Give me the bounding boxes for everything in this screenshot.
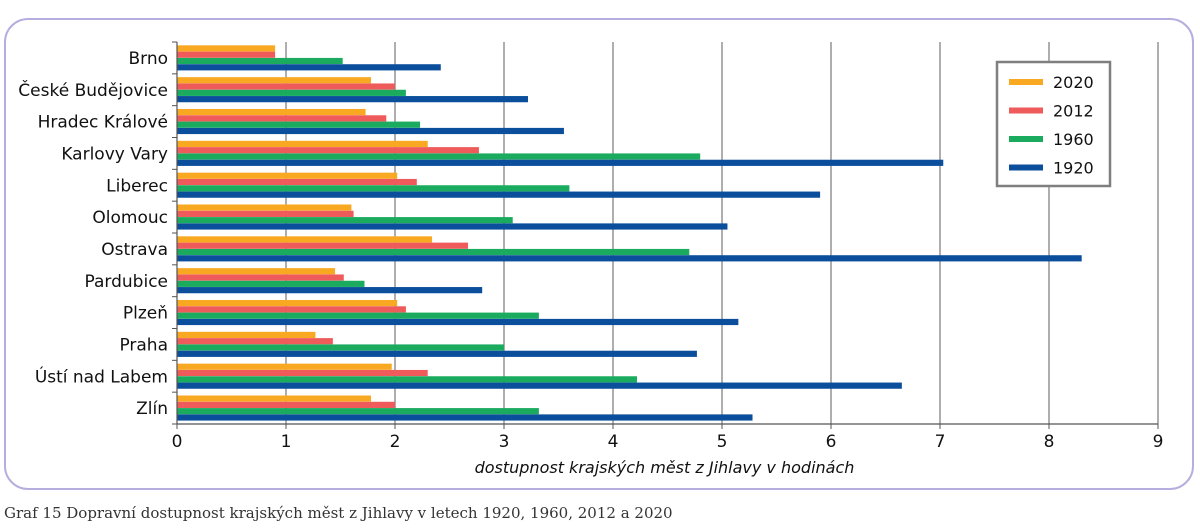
bar-2020-11: [177, 363, 392, 370]
legend-items: 2020 2012 1960 1920: [1009, 73, 1094, 178]
bar-2012-1: [177, 51, 276, 58]
bar-2020-10: [177, 331, 316, 339]
bar-1920-2: [177, 96, 528, 103]
legend-label-1960: 1960: [1053, 130, 1094, 149]
category-label: České Budějovice: [18, 79, 168, 101]
legend-swatch-1960: [1009, 136, 1043, 142]
bar-1960-7: [177, 248, 690, 256]
bar-1920-4: [177, 159, 944, 166]
category-labels: Brno České Budějovice Hradec Králové Karlov…: [18, 49, 168, 419]
bar-1920-3: [177, 127, 564, 135]
bar-1920-12: [177, 414, 753, 421]
bar-1920-8: [177, 287, 483, 294]
bar-1960-2: [177, 89, 406, 96]
x-tick-label: 6: [826, 432, 837, 452]
bar-2012-11: [177, 369, 428, 377]
bar-1920-9: [177, 318, 739, 326]
x-tick-label: 3: [499, 432, 510, 452]
bar-2012-2: [177, 83, 395, 90]
x-tick-label: 9: [1153, 432, 1164, 452]
category-label: Praha: [119, 335, 168, 355]
category-label: Liberec: [106, 176, 168, 196]
bar-2012-3: [177, 115, 387, 122]
legend-swatch-2012: [1009, 107, 1043, 114]
bar-1920-1: [177, 64, 441, 71]
bar-2020-7: [177, 236, 433, 243]
bar-2020-2: [177, 77, 372, 84]
bar-2020-12: [177, 395, 372, 402]
x-tick-labels: 0 1 2 3 4 5 6 7 8 9: [172, 41, 1164, 452]
legend-label-2020: 2020: [1053, 73, 1094, 92]
bar-2012-9: [177, 306, 406, 313]
bar-2012-7: [177, 242, 469, 249]
bar-1960-4: [177, 153, 701, 160]
bar-2012-10: [177, 338, 333, 345]
bar-2020-3: [177, 108, 366, 116]
bar-2020-8: [177, 268, 336, 275]
bar-2020-1: [177, 45, 276, 52]
bar-1920-6: [177, 223, 728, 230]
bar-1920-7: [177, 255, 1082, 262]
bar-2012-8: [177, 274, 344, 281]
bars: [177, 45, 1082, 421]
bar-1920-10: [177, 350, 697, 357]
bar-1960-12: [177, 408, 539, 415]
category-label: Pardubice: [85, 272, 168, 292]
x-tick-label: 1: [281, 432, 292, 452]
bar-1960-5: [177, 185, 570, 192]
bar-1960-8: [177, 280, 365, 287]
bar-2012-5: [177, 178, 417, 186]
category-label: Ostrava: [101, 240, 168, 260]
bar-1960-11: [177, 376, 637, 383]
x-tick-label: 4: [608, 432, 619, 452]
x-tick-label: 5: [717, 432, 728, 452]
category-label: Karlovy Vary: [61, 144, 168, 164]
x-tick-label: 0: [172, 432, 183, 452]
bar-2012-6: [177, 210, 354, 217]
bar-1920-11: [177, 382, 902, 389]
x-axis-title: dostupnost krajských měst z Jihlavy v ho…: [475, 458, 855, 477]
figure-caption: Graf 15 Dopravní dostupnost krajských mě…: [4, 504, 673, 522]
bar-2020-5: [177, 172, 398, 179]
legend-label-2012: 2012: [1053, 102, 1094, 121]
category-label: Plzeň: [123, 304, 168, 324]
x-tick-label: 2: [390, 432, 401, 452]
bar-1920-5: [177, 191, 821, 198]
bar-1960-6: [177, 217, 513, 224]
category-label: Ústí nad Labem: [35, 365, 168, 387]
x-tick-label: 7: [935, 432, 946, 452]
legend-swatch-1920: [1009, 164, 1043, 171]
category-label: Zlín: [136, 399, 168, 419]
category-label: Hradec Králové: [38, 113, 168, 133]
legend-label-1920: 1920: [1053, 159, 1094, 178]
bar-2012-4: [177, 147, 479, 154]
legend: 2020 2012 1960 1920: [995, 60, 1112, 188]
bar-1960-3: [177, 121, 421, 128]
gridlines: [285, 42, 1159, 424]
x-tick-label: 8: [1044, 432, 1055, 452]
bar-2020-9: [177, 299, 398, 307]
bar-1960-1: [177, 57, 343, 65]
category-label: Olomouc: [92, 208, 168, 228]
bar-1960-9: [177, 312, 539, 319]
bar-2020-4: [177, 140, 428, 148]
legend-swatch-2020: [1009, 79, 1043, 85]
bar-1960-10: [177, 344, 504, 351]
bar-2012-12: [177, 401, 395, 408]
bar-2020-6: [177, 204, 352, 211]
category-label: Brno: [128, 49, 168, 69]
bar-chart: Brno České Budějovice Hradec Králové Karlov…: [18, 41, 1164, 477]
